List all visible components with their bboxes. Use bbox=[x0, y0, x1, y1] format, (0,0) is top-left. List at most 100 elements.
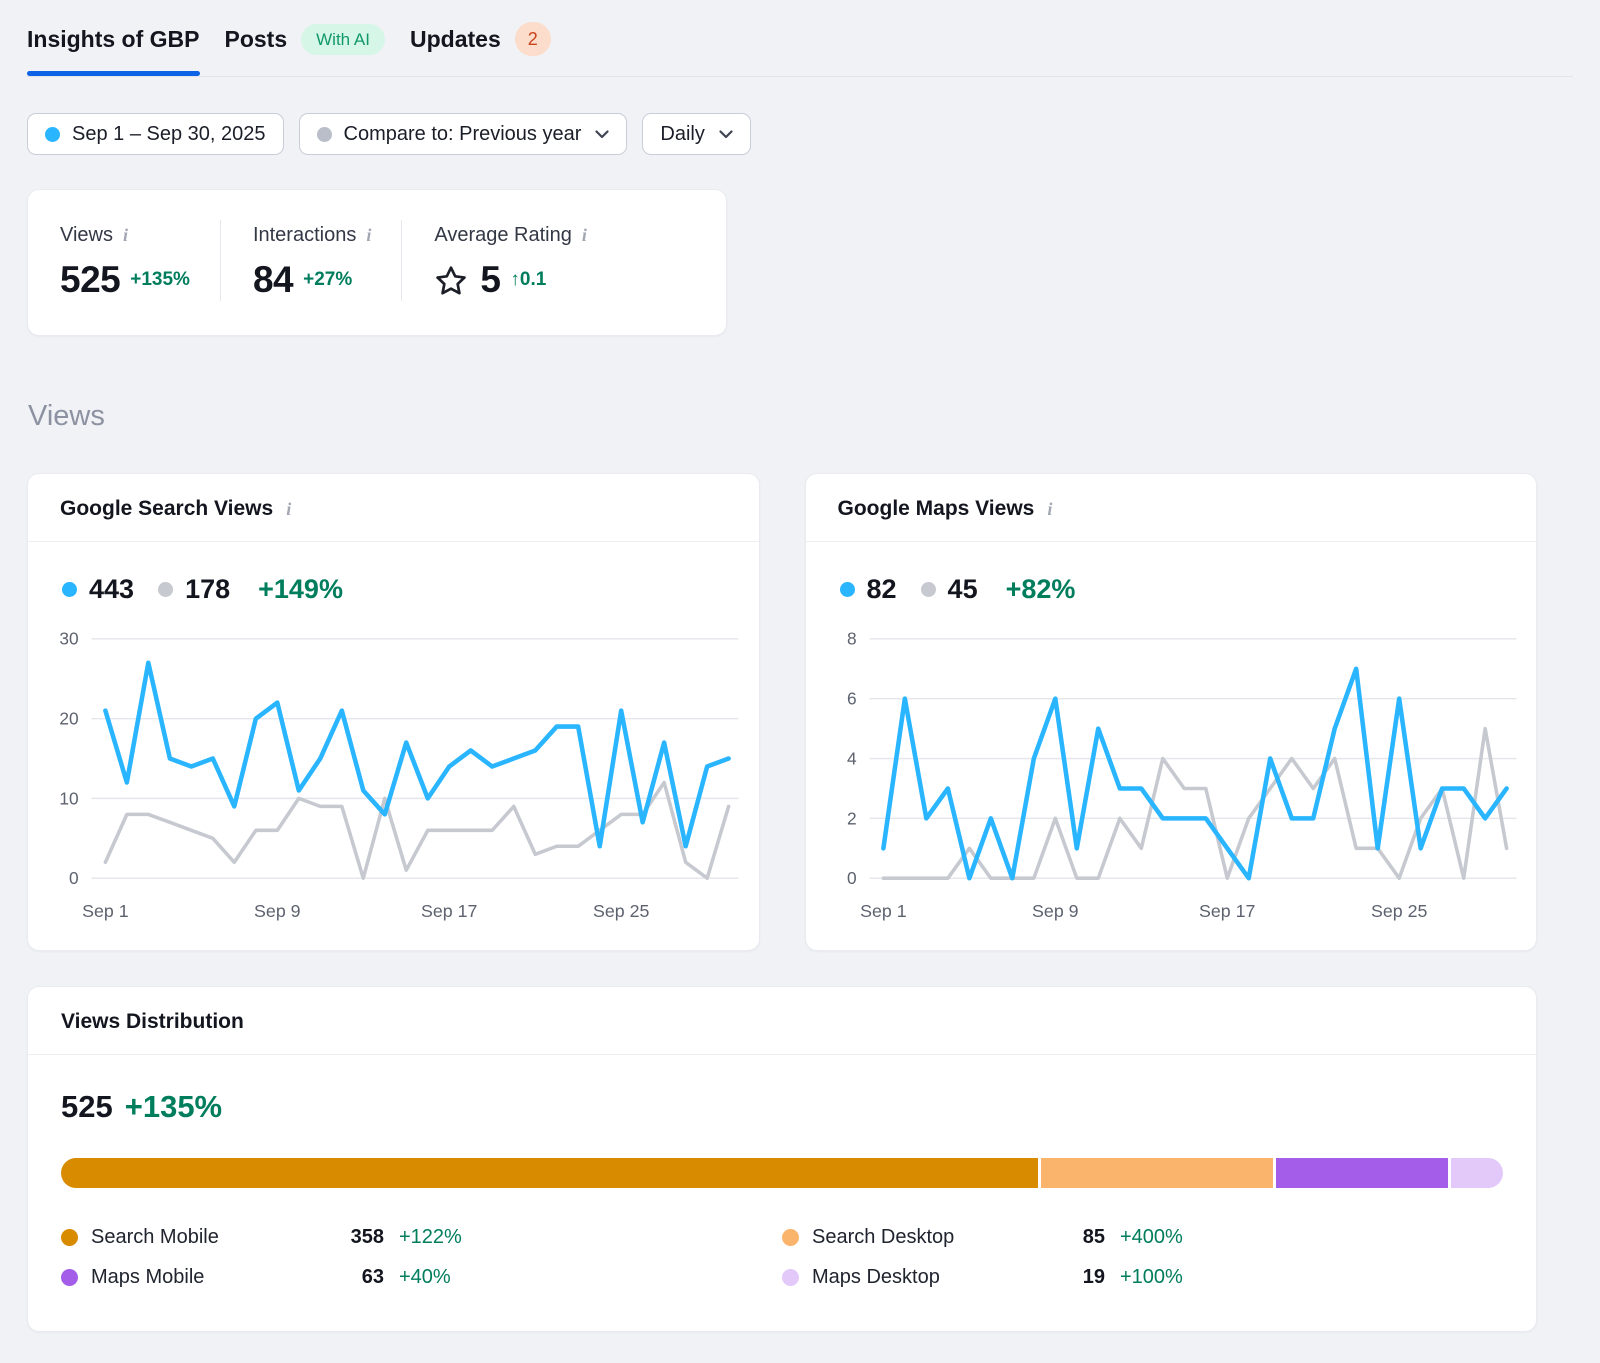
divider bbox=[28, 541, 759, 542]
tab-posts[interactable]: Posts With AI bbox=[224, 20, 385, 75]
info-icon[interactable]: i bbox=[1047, 498, 1053, 519]
chart-legend: 443 178 +149% bbox=[48, 574, 741, 605]
stat-average-rating: Average Rating i 5 ↑0.1 bbox=[401, 220, 617, 301]
search-mobile-dot bbox=[61, 1228, 78, 1246]
google-search-views-card: Google Search Views i 443 178 +149% 30 20… bbox=[27, 473, 760, 951]
search-desktop-dot bbox=[782, 1228, 799, 1246]
bar-segment-maps-mobile[interactable] bbox=[1276, 1157, 1449, 1188]
with-ai-badge: With AI bbox=[301, 23, 385, 55]
bar-segment-search-desktop[interactable] bbox=[1041, 1157, 1274, 1188]
legend-item-search-desktop: Search Desktop 85 +400% bbox=[782, 1226, 1503, 1249]
y-axis-label: 4 bbox=[847, 748, 857, 768]
bar-segment-search-mobile[interactable] bbox=[61, 1157, 1039, 1188]
views-distribution-bar bbox=[61, 1157, 1503, 1188]
change-percent: +82% bbox=[1005, 574, 1076, 604]
y-axis-label: 2 bbox=[847, 808, 857, 828]
info-icon[interactable]: i bbox=[366, 225, 372, 245]
compare-label: Compare to: Previous year bbox=[343, 122, 582, 145]
stat-label: Average Rating bbox=[434, 224, 572, 246]
divider bbox=[28, 1053, 1536, 1055]
current-total: 443 bbox=[89, 574, 135, 604]
card-title: Views Distribution bbox=[61, 1009, 244, 1033]
legend-item-maps-mobile: Maps Mobile 63 +40% bbox=[61, 1266, 782, 1289]
current-period-dot bbox=[45, 126, 60, 142]
stat-change: +27% bbox=[303, 269, 353, 290]
info-icon[interactable]: i bbox=[123, 225, 129, 245]
date-range-picker[interactable]: Sep 1 – Sep 30, 2025 bbox=[27, 113, 284, 155]
info-icon[interactable]: i bbox=[581, 225, 587, 245]
x-axis-label: Sep 25 bbox=[593, 901, 650, 921]
x-axis-label: Sep 25 bbox=[1370, 901, 1427, 921]
distribution-legend: Search Mobile 358 +122% Maps Mobile 63 +… bbox=[61, 1226, 1503, 1289]
y-axis-label: 10 bbox=[59, 788, 78, 808]
y-axis-label: 0 bbox=[847, 868, 857, 888]
previous-period-dot bbox=[316, 126, 332, 142]
star-icon bbox=[436, 266, 467, 295]
maps-mobile-dot bbox=[61, 1268, 78, 1286]
card-title: Google Maps Views bbox=[837, 497, 1035, 520]
legend-change: +400% bbox=[1120, 1225, 1183, 1248]
date-range-label: Sep 1 – Sep 30, 2025 bbox=[72, 122, 266, 145]
granularity-label: Daily bbox=[660, 122, 705, 145]
bar-segment-maps-desktop[interactable] bbox=[1451, 1157, 1503, 1188]
filter-bar: Sep 1 – Sep 30, 2025 Compare to: Previou… bbox=[27, 113, 1573, 155]
chevron-down-icon bbox=[595, 129, 609, 138]
granularity-select[interactable]: Daily bbox=[642, 113, 751, 155]
series-line-previous bbox=[103, 780, 731, 880]
legend-value: 358 bbox=[350, 1225, 384, 1248]
legend-label: Maps Desktop bbox=[812, 1265, 940, 1288]
series-line-current bbox=[880, 666, 1509, 881]
x-axis-label: Sep 17 bbox=[1199, 901, 1255, 921]
previous-series-dot bbox=[158, 582, 174, 597]
current-total: 82 bbox=[866, 574, 897, 604]
tab-insights-of-gbp[interactable]: Insights of GBP bbox=[27, 22, 200, 76]
legend-item-search-mobile: Search Mobile 358 +122% bbox=[61, 1226, 782, 1249]
series-line-current bbox=[103, 660, 731, 849]
current-series-dot bbox=[62, 582, 77, 597]
tab-bar: Insights of GBP Posts With AI Updates 2 bbox=[27, 18, 1573, 77]
x-axis-label: Sep 17 bbox=[421, 901, 477, 921]
y-axis-label: 0 bbox=[69, 868, 79, 888]
previous-total: 45 bbox=[947, 574, 978, 604]
views-distribution-card: Views Distribution 525 +135% Search Mobi… bbox=[27, 985, 1537, 1332]
y-axis-label: 30 bbox=[59, 629, 78, 649]
compare-select[interactable]: Compare to: Previous year bbox=[298, 113, 628, 155]
updates-count-badge: 2 bbox=[514, 22, 551, 56]
stat-label: Views bbox=[60, 224, 113, 246]
divider bbox=[805, 541, 1536, 542]
summary-stats-card: Views i 525 +135% Interactions i 84 +27%… bbox=[27, 189, 727, 336]
previous-total: 178 bbox=[185, 574, 231, 604]
legend-label: Maps Mobile bbox=[91, 1265, 205, 1288]
y-axis-label: 6 bbox=[847, 689, 857, 709]
google-maps-views-card: Google Maps Views i 82 45 +82% 8 6 4 2 0 Sep … bbox=[804, 473, 1537, 951]
change-percent: +149% bbox=[258, 574, 343, 604]
chart-legend: 82 45 +82% bbox=[826, 574, 1519, 605]
stat-change: ↑0.1 bbox=[510, 269, 547, 290]
gbp-insights-page: Insights of GBP Posts With AI Updates 2 … bbox=[27, 18, 1573, 1332]
y-axis-label: 8 bbox=[847, 629, 857, 649]
series-line-previous bbox=[881, 726, 1508, 880]
views-charts-row: Google Search Views i 443 178 +149% 30 20… bbox=[27, 473, 1537, 951]
stat-value: 84 bbox=[252, 259, 294, 300]
legend-label: Search Desktop bbox=[812, 1225, 955, 1248]
legend-change: +100% bbox=[1120, 1265, 1183, 1288]
info-icon[interactable]: i bbox=[286, 498, 292, 519]
tab-label: Updates bbox=[410, 25, 501, 52]
stat-change: +135% bbox=[130, 269, 190, 290]
chevron-down-icon bbox=[719, 129, 733, 138]
stat-value: 5 bbox=[480, 259, 501, 300]
legend-label: Search Mobile bbox=[91, 1225, 219, 1248]
legend-value: 19 bbox=[1082, 1265, 1105, 1288]
x-axis-label: Sep 1 bbox=[860, 901, 907, 921]
stat-label: Interactions bbox=[252, 224, 357, 246]
tab-label: Posts bbox=[224, 25, 288, 52]
distribution-change: +135% bbox=[124, 1088, 223, 1124]
x-axis-label: Sep 1 bbox=[82, 901, 129, 921]
tab-updates[interactable]: Updates 2 bbox=[410, 18, 551, 76]
section-title-views: Views bbox=[28, 400, 105, 432]
stat-value: 525 bbox=[60, 259, 121, 300]
legend-value: 85 bbox=[1082, 1225, 1105, 1248]
distribution-total: 525 bbox=[61, 1088, 113, 1124]
